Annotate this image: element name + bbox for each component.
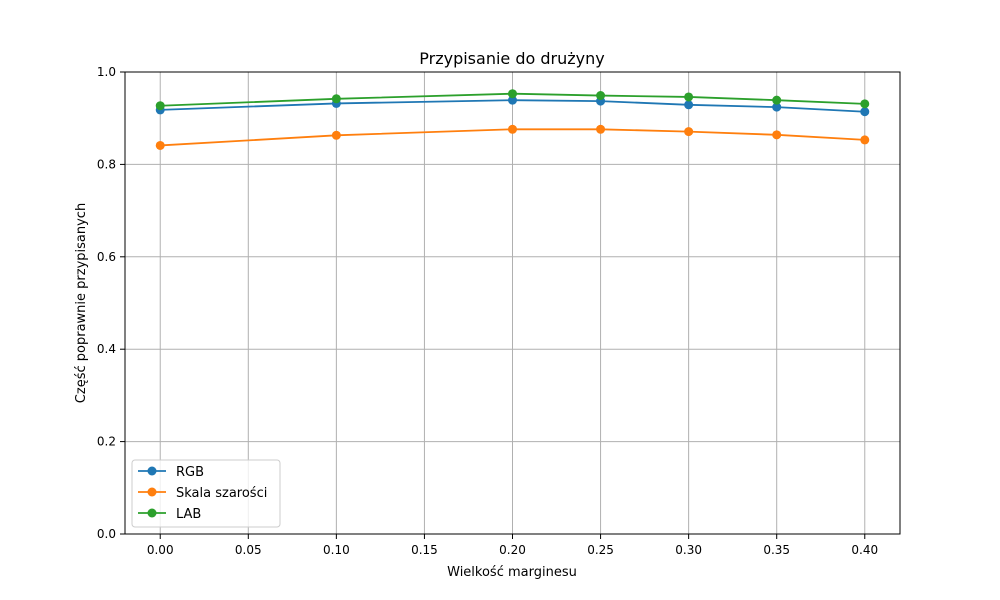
x-tick-label: 0.35 [763,543,790,557]
chart-title: Przypisanie do drużyny [419,49,604,68]
legend: RGB Skala szarości LAB [131,459,281,528]
legend-label: RGB [176,465,204,480]
legend-marker [147,487,157,497]
series-group [155,89,870,150]
x-tick-label: 0.15 [411,543,438,557]
data-point [155,101,165,111]
data-point [772,102,782,112]
legend-item: RGB [138,465,204,480]
y-tick-label: 0.4 [97,342,116,356]
data-point [508,89,517,99]
legend-label: Skala szarości [176,486,267,501]
x-tick-label: 0.30 [675,543,702,557]
data-point [155,140,165,150]
data-point [860,135,870,145]
legend-label: LAB [176,507,201,522]
y-axis-label: Część poprawnie przypisanych [74,203,89,403]
data-point [860,107,870,117]
y-tick-label: 0.8 [97,157,116,171]
x-tick-label: 0.05 [235,543,262,557]
data-point [772,130,782,140]
data-point [596,91,606,101]
legend-item: Skala szarości [138,486,267,501]
x-tick-label: 0.10 [323,543,350,557]
x-tick-label: 0.40 [851,543,878,557]
data-point [772,95,782,105]
legend-item: LAB [138,507,201,522]
y-tick-label: 0.0 [97,527,116,541]
x-axis-ticks: 0.00 0.05 0.10 0.15 0.20 0.25 0.30 0.35 0.40 [147,534,878,557]
x-tick-label: 0.00 [147,543,174,557]
data-point [508,124,517,134]
y-tick-label: 1.0 [97,65,116,79]
data-point [684,92,694,102]
data-point [860,99,870,109]
x-tick-label: 0.25 [587,543,614,557]
data-point [331,94,341,104]
x-axis-label: Wielkość marginesu [447,565,577,580]
y-axis-ticks: 0.0 0.2 0.4 0.6 0.8 1.0 [97,65,125,541]
data-point [684,127,694,137]
legend-marker [147,508,157,518]
data-point [331,130,341,140]
y-tick-label: 0.6 [97,250,116,264]
legend-marker [147,466,157,476]
y-tick-label: 0.2 [97,435,116,449]
series-skala-szaro-ci [155,124,870,150]
series-lab [155,89,870,111]
data-point [684,100,694,110]
data-point [508,95,517,105]
legend-box [131,459,281,528]
data-point [596,124,606,134]
x-tick-label: 0.20 [499,543,526,557]
